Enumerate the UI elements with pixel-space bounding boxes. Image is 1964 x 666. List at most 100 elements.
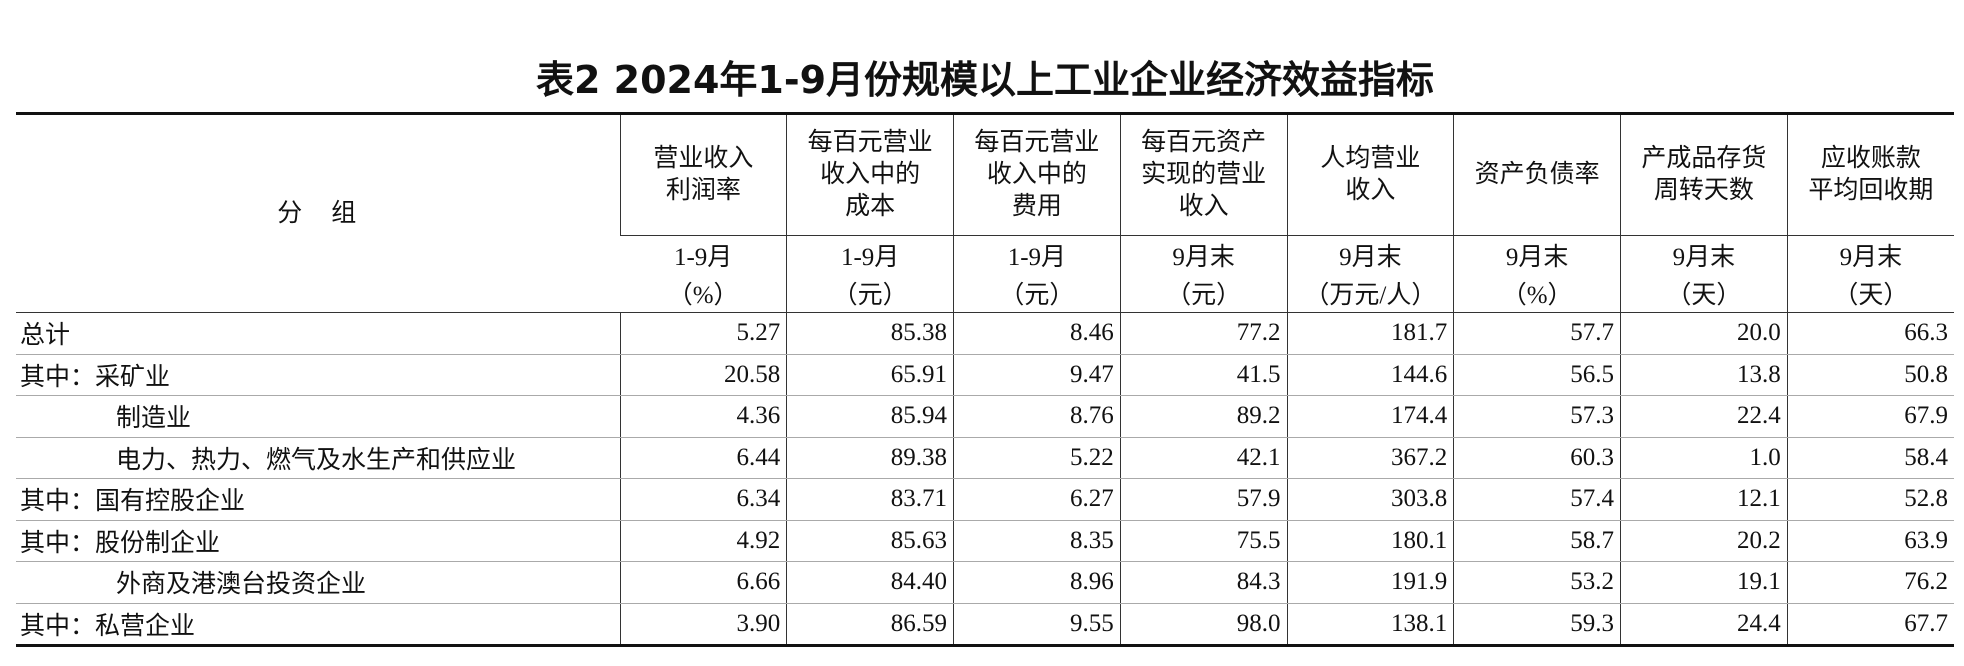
cell-value: 20.0 bbox=[1620, 312, 1788, 355]
cell-value: 66.3 bbox=[1786, 312, 1954, 355]
cell-value: 20.2 bbox=[1620, 520, 1788, 562]
cell-value: 98.0 bbox=[1119, 603, 1287, 646]
table-row: 其中：私营企业 3.90 86.59 9.55 98.0 138.1 59.3 24.4 67.… bbox=[16, 603, 1954, 646]
data-table: 分 组 营业收入 利润率 每百元营业 收入中的 成本 每百元营业 收入中的 费用 每百… bbox=[16, 112, 1954, 647]
cell-value: 24.4 bbox=[1620, 603, 1788, 646]
cell-value: 3.90 bbox=[619, 603, 787, 646]
cell-value: 9.47 bbox=[953, 354, 1121, 396]
cell-value: 5.22 bbox=[953, 437, 1121, 479]
cell-value: 63.9 bbox=[1786, 520, 1954, 562]
cell-value: 58.7 bbox=[1453, 520, 1621, 562]
column-unit: （万元/人） bbox=[1286, 274, 1454, 313]
cell-value: 6.34 bbox=[619, 478, 787, 521]
row-label: 其中：股份制企业 bbox=[16, 520, 620, 562]
cell-value: 13.8 bbox=[1620, 354, 1788, 396]
column-period: 1-9月 bbox=[786, 235, 954, 274]
cell-value: 41.5 bbox=[1119, 354, 1287, 396]
column-unit: （%） bbox=[1453, 274, 1621, 313]
cell-value: 57.3 bbox=[1453, 395, 1621, 438]
cell-value: 181.7 bbox=[1286, 312, 1454, 355]
column-name: 人均营业 收入 bbox=[1286, 113, 1454, 236]
cell-value: 191.9 bbox=[1286, 561, 1454, 604]
header-row: 分 组 营业收入 利润率 每百元营业 收入中的 成本 每百元营业 收入中的 费用 每百… bbox=[16, 113, 1954, 313]
cell-value: 42.1 bbox=[1119, 437, 1287, 479]
cell-value: 6.44 bbox=[619, 437, 787, 479]
row-label: 电力、热力、燃气及水生产和供应业 bbox=[16, 437, 620, 479]
cell-value: 67.7 bbox=[1786, 603, 1954, 646]
cell-value: 75.5 bbox=[1119, 520, 1287, 562]
cell-value: 57.7 bbox=[1453, 312, 1621, 355]
cell-value: 59.3 bbox=[1453, 603, 1621, 646]
row-label: 其中：采矿业 bbox=[16, 354, 620, 396]
cell-value: 89.2 bbox=[1119, 395, 1287, 438]
cell-value: 20.58 bbox=[619, 354, 787, 396]
column-name: 每百元营业 收入中的 成本 bbox=[786, 113, 954, 236]
column-name: 营业收入 利润率 bbox=[619, 113, 787, 236]
row-label: 制造业 bbox=[16, 395, 620, 438]
cell-value: 8.46 bbox=[953, 312, 1121, 355]
cell-value: 76.2 bbox=[1786, 561, 1954, 604]
cell-value: 85.38 bbox=[786, 312, 954, 355]
table-row: 电力、热力、燃气及水生产和供应业 6.44 89.38 5.22 42.1 367.2 60… bbox=[16, 437, 1954, 479]
cell-value: 60.3 bbox=[1453, 437, 1621, 479]
row-label: 外商及港澳台投资企业 bbox=[16, 561, 620, 604]
cell-value: 4.36 bbox=[619, 395, 787, 438]
cell-value: 5.27 bbox=[619, 312, 787, 355]
column-period: 9月末 bbox=[1620, 235, 1788, 274]
column-unit: （天） bbox=[1620, 274, 1788, 313]
column-unit: （元） bbox=[1119, 274, 1287, 313]
column-period: 9月末 bbox=[1286, 235, 1454, 274]
cell-value: 67.9 bbox=[1786, 395, 1954, 438]
table-row: 外商及港澳台投资企业 6.66 84.40 8.96 84.3 191.9 53.2 19.1… bbox=[16, 561, 1954, 604]
table-title: 表2 2024年1-9月份规模以上工业企业经济效益指标 bbox=[535, 58, 1435, 102]
column-name: 资产负债率 bbox=[1453, 113, 1621, 236]
cell-value: 77.2 bbox=[1119, 312, 1287, 355]
column-period: 9月末 bbox=[1786, 235, 1954, 274]
cell-value: 138.1 bbox=[1286, 603, 1454, 646]
cell-value: 85.63 bbox=[786, 520, 954, 562]
table-row: 总计 5.27 85.38 8.46 77.2 181.7 57.7 20.0 66.3 bbox=[16, 312, 1954, 355]
cell-value: 6.66 bbox=[619, 561, 787, 604]
column-name: 每百元营业 收入中的 费用 bbox=[953, 113, 1121, 236]
cell-value: 180.1 bbox=[1286, 520, 1454, 562]
cell-value: 22.4 bbox=[1620, 395, 1788, 438]
cell-value: 8.35 bbox=[953, 520, 1121, 562]
table-row: 其中：国有控股企业 6.34 83.71 6.27 57.9 303.8 57.4 12.1 5… bbox=[16, 478, 1954, 521]
cell-value: 50.8 bbox=[1786, 354, 1954, 396]
table-row: 其中：采矿业 20.58 65.91 9.47 41.5 144.6 56.5 13.8 50.… bbox=[16, 354, 1954, 396]
cell-value: 367.2 bbox=[1286, 437, 1454, 479]
cell-value: 85.94 bbox=[786, 395, 954, 438]
column-unit: （元） bbox=[786, 274, 954, 313]
cell-value: 57.9 bbox=[1119, 478, 1287, 521]
cell-value: 52.8 bbox=[1786, 478, 1954, 521]
cell-value: 1.0 bbox=[1620, 437, 1788, 479]
column-period: 9月末 bbox=[1119, 235, 1287, 274]
cell-value: 8.96 bbox=[953, 561, 1121, 604]
cell-value: 144.6 bbox=[1286, 354, 1454, 396]
cell-value: 4.92 bbox=[619, 520, 787, 562]
cell-value: 84.40 bbox=[786, 561, 954, 604]
cell-value: 303.8 bbox=[1286, 478, 1454, 521]
column-name: 应收账款 平均回收期 bbox=[1786, 113, 1954, 236]
cell-value: 84.3 bbox=[1119, 561, 1287, 604]
row-label: 其中：国有控股企业 bbox=[16, 478, 620, 521]
table-row: 其中：股份制企业 4.92 85.63 8.35 75.5 180.1 58.7 20.2 63… bbox=[16, 520, 1954, 562]
table-row: 制造业 4.36 85.94 8.76 89.2 174.4 57.3 22.4 67.9 bbox=[16, 395, 1954, 438]
cell-value: 86.59 bbox=[786, 603, 954, 646]
column-period: 1-9月 bbox=[673, 244, 733, 271]
row-label: 其中：私营企业 bbox=[16, 603, 620, 646]
cell-value: 83.71 bbox=[786, 478, 954, 521]
column-unit: （元） bbox=[953, 274, 1121, 313]
column-name: 每百元资产 实现的营业 收入 bbox=[1119, 113, 1287, 236]
cell-value: 6.27 bbox=[953, 478, 1121, 521]
column-unit: （%） bbox=[620, 274, 787, 313]
column-period: 1-9月 bbox=[953, 235, 1121, 274]
cell-value: 19.1 bbox=[1620, 561, 1788, 604]
cell-value: 12.1 bbox=[1620, 478, 1788, 521]
table-body: 总计 5.27 85.38 8.46 77.2 181.7 57.7 20.0 66.3 其中：采… bbox=[16, 312, 1954, 646]
cell-value: 9.55 bbox=[953, 603, 1121, 646]
column-unit: （天） bbox=[1786, 274, 1954, 313]
cell-value: 65.91 bbox=[786, 354, 954, 396]
cell-value: 53.2 bbox=[1453, 561, 1621, 604]
column-period: 9月末 bbox=[1453, 235, 1621, 274]
